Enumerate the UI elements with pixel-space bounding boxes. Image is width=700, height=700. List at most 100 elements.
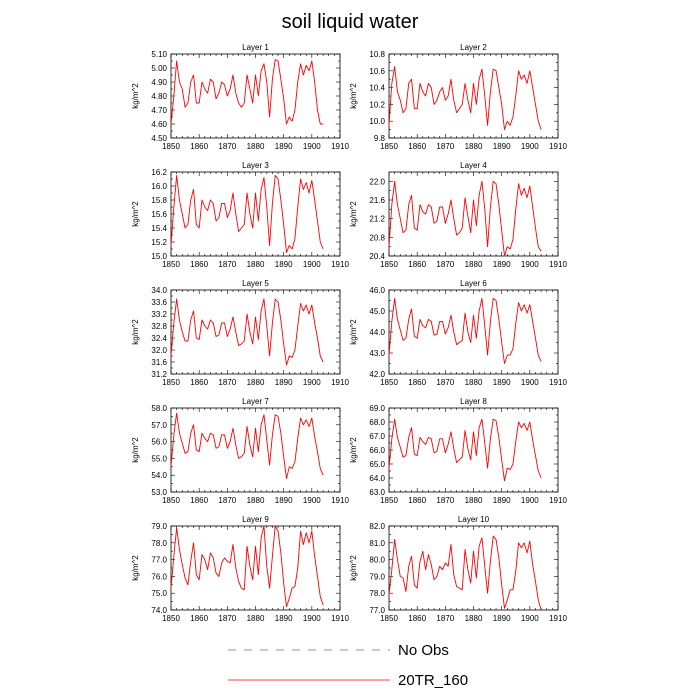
x-tick-label: 1850 xyxy=(380,496,398,505)
y-axis-label: kg/m^2 xyxy=(349,201,358,227)
x-tick-label: 1880 xyxy=(465,260,483,269)
y-tick-label: 5.10 xyxy=(151,50,167,59)
x-tick-label: 1850 xyxy=(162,496,180,505)
y-tick-label: 20.4 xyxy=(369,252,385,261)
y-tick-label: 63.0 xyxy=(369,488,385,497)
y-tick-label: 65.0 xyxy=(369,460,385,469)
plot-frame xyxy=(388,525,559,611)
y-tick-label: 15.8 xyxy=(151,196,167,205)
x-tick-label: 1870 xyxy=(436,378,454,387)
x-tick-label: 1860 xyxy=(190,378,208,387)
x-tick-label: 1900 xyxy=(303,614,321,623)
x-tick-label: 1890 xyxy=(275,378,293,387)
panel-layer-8: Layer 8 kg/m^2 1850 1860 1870 1880 1890 1900 191… xyxy=(349,397,567,505)
y-tick-label: 32.4 xyxy=(151,334,167,343)
series-line-20TR_160 xyxy=(388,66,542,131)
x-tick-label: 1850 xyxy=(162,142,180,151)
y-tick-label: 4.60 xyxy=(151,120,167,129)
plot-frame xyxy=(170,289,341,375)
y-tick-label: 15.6 xyxy=(151,210,167,219)
y-tick-label: 45.0 xyxy=(369,307,385,316)
x-tick-label: 1890 xyxy=(275,142,293,151)
y-tick-label: 78.0 xyxy=(369,589,385,598)
figure-title: soil liquid water xyxy=(282,11,419,33)
x-tick-label: 1870 xyxy=(436,142,454,151)
x-tick-label: 1890 xyxy=(493,496,511,505)
x-tick-label: 1850 xyxy=(162,378,180,387)
panel-title: Layer 4 xyxy=(460,161,487,170)
panel-layer-9: Layer 9 kg/m^2 1850 1860 1870 1880 1890 1900 191… xyxy=(131,515,349,623)
panel-layer-5: Layer 5 kg/m^2 1850 1860 1870 1880 1890 1900 191… xyxy=(131,279,349,387)
x-tick-label: 1910 xyxy=(549,496,567,505)
y-tick-label: 56.0 xyxy=(151,438,167,447)
x-tick-label: 1850 xyxy=(380,378,398,387)
plot-frame xyxy=(170,171,341,257)
x-tick-label: 1870 xyxy=(218,614,236,623)
y-tick-label: 33.2 xyxy=(151,310,167,319)
panel-layer-2: Layer 2 kg/m^2 1850 1860 1870 1880 1890 1900 191… xyxy=(349,43,567,151)
y-tick-label: 55.0 xyxy=(151,454,167,463)
y-tick-label: 43.0 xyxy=(369,349,385,358)
y-axis-label: kg/m^2 xyxy=(349,555,358,581)
x-tick-label: 1860 xyxy=(408,496,426,505)
x-tick-label: 1860 xyxy=(408,260,426,269)
y-tick-label: 4.90 xyxy=(151,78,167,87)
x-tick-label: 1870 xyxy=(436,496,454,505)
y-tick-label: 58.0 xyxy=(151,404,167,413)
y-tick-label: 10.8 xyxy=(369,50,385,59)
x-tick-label: 1850 xyxy=(380,260,398,269)
x-tick-label: 1890 xyxy=(275,260,293,269)
x-tick-label: 1900 xyxy=(303,142,321,151)
x-tick-label: 1880 xyxy=(247,260,265,269)
x-tick-label: 1910 xyxy=(331,260,349,269)
y-tick-label: 81.0 xyxy=(369,539,385,548)
series-line-20TR_160 xyxy=(388,418,542,482)
x-tick-label: 1880 xyxy=(465,614,483,623)
panel-title: Layer 1 xyxy=(242,43,269,52)
y-tick-label: 16.2 xyxy=(151,168,167,177)
series-line-20TR_160 xyxy=(170,59,324,125)
series-line-20TR_160 xyxy=(388,297,542,364)
plot-frame xyxy=(388,53,559,139)
panel-title: Layer 9 xyxy=(242,515,269,524)
x-tick-label: 1860 xyxy=(190,614,208,623)
panel-title: Layer 3 xyxy=(242,161,269,170)
legend-entry-obs: No Obs xyxy=(228,642,449,659)
x-tick-label: 1900 xyxy=(521,142,539,151)
panel-layer-4: Layer 4 kg/m^2 1850 1860 1870 1880 1890 1900 191… xyxy=(349,161,567,269)
x-tick-label: 1880 xyxy=(247,142,265,151)
panel-title: Layer 7 xyxy=(242,397,269,406)
x-tick-label: 1900 xyxy=(521,614,539,623)
x-tick-label: 1880 xyxy=(465,496,483,505)
plot-frame xyxy=(170,525,341,611)
x-tick-label: 1910 xyxy=(331,142,349,151)
y-tick-label: 21.2 xyxy=(369,215,385,224)
x-tick-label: 1860 xyxy=(408,378,426,387)
panel-layer-1: Layer 1 kg/m^2 1850 1860 1870 1880 1890 1900 191… xyxy=(131,43,349,151)
panel-layer-7: Layer 7 kg/m^2 1850 1860 1870 1880 1890 1900 191… xyxy=(131,397,349,505)
x-tick-label: 1890 xyxy=(493,260,511,269)
y-tick-label: 4.70 xyxy=(151,106,167,115)
x-tick-label: 1900 xyxy=(303,378,321,387)
y-axis-label: kg/m^2 xyxy=(131,319,140,345)
y-tick-label: 82.0 xyxy=(369,522,385,531)
x-tick-label: 1870 xyxy=(218,378,236,387)
x-tick-label: 1860 xyxy=(190,142,208,151)
x-tick-label: 1900 xyxy=(303,496,321,505)
x-tick-label: 1910 xyxy=(331,614,349,623)
y-tick-label: 57.0 xyxy=(151,421,167,430)
y-tick-label: 32.0 xyxy=(151,346,167,355)
x-tick-label: 1910 xyxy=(331,378,349,387)
y-tick-label: 77.0 xyxy=(151,556,167,565)
x-tick-label: 1870 xyxy=(436,260,454,269)
plot-frame xyxy=(170,53,341,139)
series-line-20TR_160 xyxy=(388,180,542,257)
x-tick-label: 1910 xyxy=(549,142,567,151)
y-axis-label: kg/m^2 xyxy=(349,83,358,109)
y-tick-label: 31.2 xyxy=(151,370,167,379)
y-tick-label: 69.0 xyxy=(369,404,385,413)
x-tick-label: 1850 xyxy=(380,142,398,151)
y-tick-label: 31.6 xyxy=(151,358,167,367)
y-tick-label: 42.0 xyxy=(369,370,385,379)
